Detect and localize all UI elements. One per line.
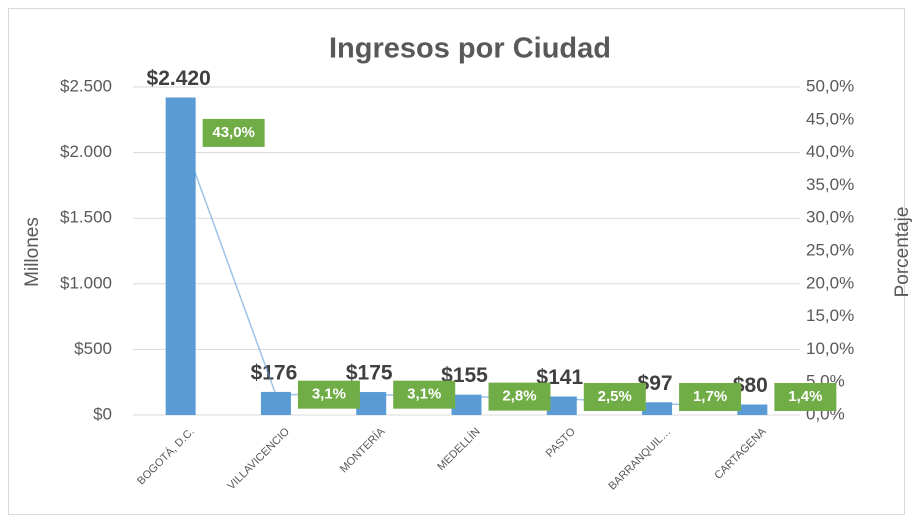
y-tick-label: $2.000	[60, 142, 112, 161]
data-label-box	[583, 383, 646, 411]
data-label: $175	[346, 362, 393, 385]
bar	[165, 97, 196, 415]
data-label: 1,4%	[788, 388, 822, 405]
y2-tick-label: 40,0%	[806, 142, 854, 161]
y-tick-label: $1.500	[60, 208, 112, 227]
line	[179, 132, 753, 407]
y2-tick-label: 50,0%	[806, 76, 854, 95]
y2-tick-label: 45,0%	[806, 109, 854, 128]
y-tick-label: $500	[74, 339, 112, 358]
data-label: 1,7%	[693, 388, 727, 405]
y-tick-label: $2.500	[60, 76, 112, 95]
y2-tick-label: 30,0%	[806, 208, 854, 227]
data-label-box	[393, 380, 456, 409]
data-label: 2,5%	[598, 388, 632, 405]
y-tick-label: $0	[93, 404, 112, 423]
bar	[737, 404, 768, 415]
data-label: $97	[638, 372, 673, 395]
y-tick-label: $1.000	[60, 273, 112, 292]
data-label: $2.420	[147, 67, 211, 90]
bar	[260, 391, 291, 415]
data-label: $176	[251, 361, 298, 384]
data-label-box	[297, 380, 360, 409]
bar	[356, 392, 387, 415]
y2-tick-label: 15,0%	[806, 306, 854, 325]
data-label-box	[202, 118, 265, 147]
y2-tick-label: 20,0%	[806, 273, 854, 292]
data-label-box	[774, 383, 837, 411]
bar	[546, 396, 577, 415]
data-label: $80	[733, 374, 768, 397]
y2-tick-label: 35,0%	[806, 175, 854, 194]
data-label: 3,1%	[407, 386, 441, 403]
y2-tick-label: 25,0%	[806, 240, 854, 259]
data-label: 2,8%	[502, 388, 536, 405]
data-label-box	[488, 382, 551, 411]
bar	[451, 394, 482, 415]
chart-title: Ingresos por Ciudad	[329, 33, 611, 65]
y2-tick-label: 10,0%	[806, 339, 854, 358]
data-label-box	[679, 383, 742, 411]
chart-border	[8, 8, 905, 515]
y-axis-title: Millones	[22, 217, 43, 287]
bar	[642, 402, 673, 415]
y2-axis-title: Porcentaje	[892, 207, 913, 298]
data-label: 3,1%	[312, 386, 346, 403]
data-label: 43,0%	[212, 124, 255, 141]
